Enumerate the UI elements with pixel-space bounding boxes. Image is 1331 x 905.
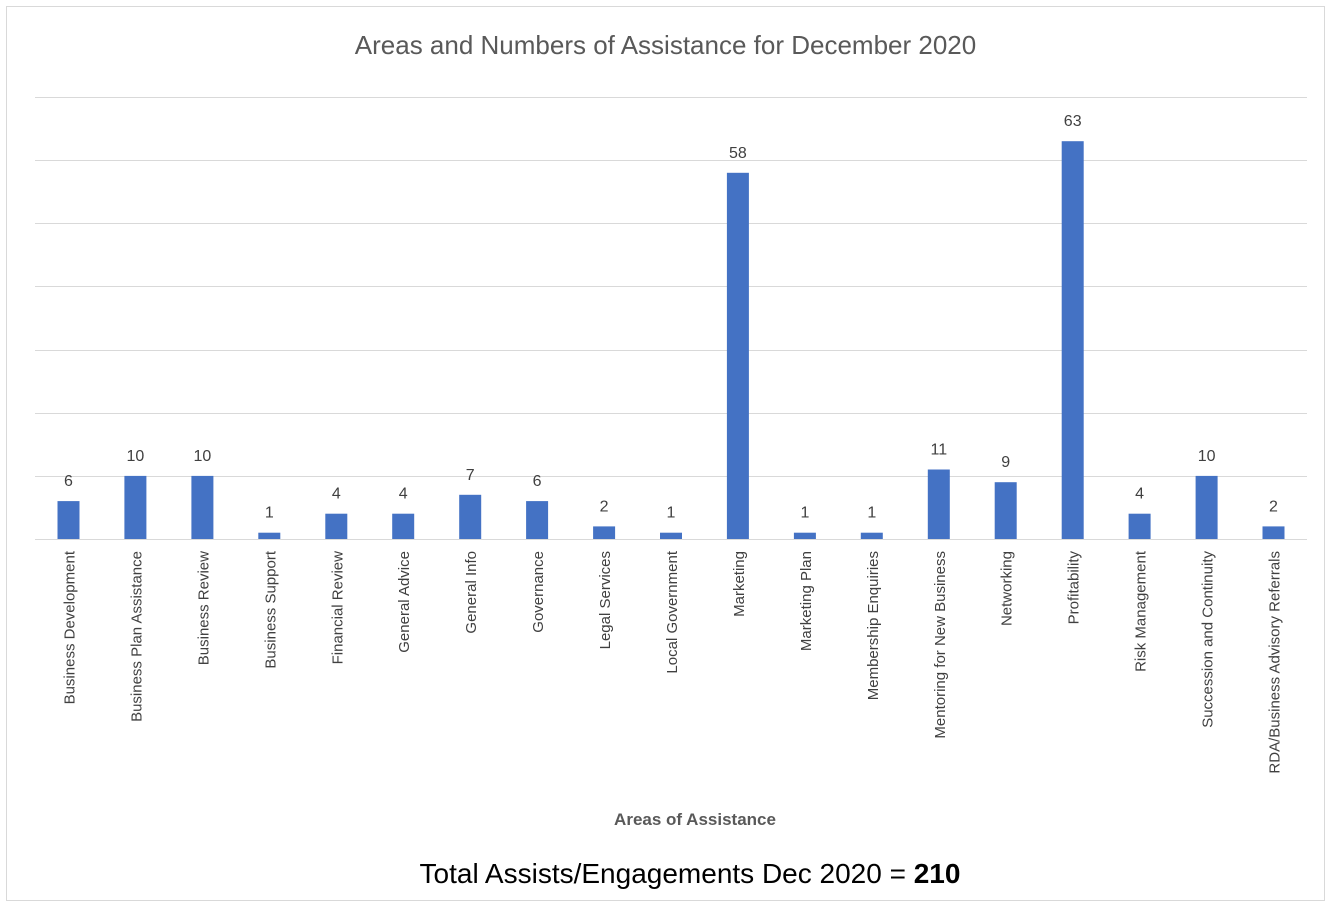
x-tick-label: Networking <box>999 551 1016 626</box>
bar <box>258 532 281 539</box>
footer-total-value: 210 <box>913 858 961 889</box>
data-label: 10 <box>127 448 145 465</box>
chart-frame <box>6 6 1325 901</box>
bar <box>793 532 816 539</box>
x-tick-label: Governance <box>530 551 547 633</box>
x-tick-label: Business Support <box>262 550 279 668</box>
x-tick-label: Legal Services <box>597 551 614 649</box>
bar <box>927 469 950 539</box>
gridlines <box>35 97 1307 540</box>
data-label: 10 <box>1198 448 1216 465</box>
bar <box>593 526 616 539</box>
x-tick-label: Marketing <box>731 551 748 617</box>
data-label: 1 <box>867 505 876 522</box>
bar <box>860 532 883 539</box>
data-label: 2 <box>1269 498 1278 515</box>
x-tick-label: General Info <box>463 551 480 634</box>
x-tick-label: Local Government <box>664 550 681 673</box>
x-tick-label: General Advice <box>396 551 413 653</box>
data-label: 9 <box>1001 454 1010 471</box>
x-tick-label: Marketing Plan <box>798 551 815 651</box>
bar <box>1061 141 1084 539</box>
data-label: 58 <box>729 145 747 162</box>
x-tick-label: Business Plan Assistance <box>128 551 145 722</box>
bar <box>660 532 682 539</box>
bar <box>392 513 415 539</box>
x-tick-label: Risk Management <box>1133 550 1150 672</box>
bar <box>726 172 749 540</box>
category-labels: Business Development Business Plan Assist… <box>62 550 1284 773</box>
bar <box>459 494 482 539</box>
data-label: 1 <box>800 505 809 522</box>
bar <box>325 513 348 539</box>
data-label: 7 <box>466 467 475 484</box>
data-label: 4 <box>332 486 341 503</box>
data-label: 10 <box>194 448 212 465</box>
data-label: 1 <box>667 505 676 522</box>
x-tick-label: Profitability <box>1066 551 1083 625</box>
bar <box>1195 475 1218 539</box>
x-tick-label: Business Review <box>195 551 212 665</box>
data-label: 6 <box>64 473 73 490</box>
x-tick-label: RDA/Business Advisory Referrals <box>1267 551 1284 774</box>
bar <box>57 501 80 539</box>
data-label: 1 <box>265 505 274 522</box>
data-label: 2 <box>600 498 609 515</box>
bar <box>1262 526 1285 539</box>
x-tick-label: Succession and Continuity <box>1200 551 1217 728</box>
footer-total: Total Assists/Engagements Dec 2020 = 210 <box>0 858 1331 890</box>
x-tick-label: Business Development <box>62 550 79 704</box>
bar <box>124 475 147 539</box>
data-label: 6 <box>533 473 542 490</box>
data-label: 63 <box>1064 113 1082 130</box>
x-tick-label: Membership Enquiries <box>865 551 882 700</box>
x-axis-title: Areas of Assistance <box>614 810 776 829</box>
bars <box>57 141 1285 540</box>
data-label: 11 <box>930 442 947 459</box>
bar <box>1128 513 1151 539</box>
data-label: 4 <box>1135 486 1144 503</box>
x-tick-label: Mentoring for New Business <box>932 551 949 739</box>
bar <box>994 482 1017 539</box>
data-label: 4 <box>399 486 408 503</box>
bar <box>526 501 549 539</box>
footer-total-label: Total Assists/Engagements Dec 2020 = <box>419 858 914 889</box>
bar <box>191 475 214 539</box>
chart-title: Areas and Numbers of Assistance for Dece… <box>354 30 977 60</box>
x-tick-label: Financial Review <box>329 551 346 665</box>
